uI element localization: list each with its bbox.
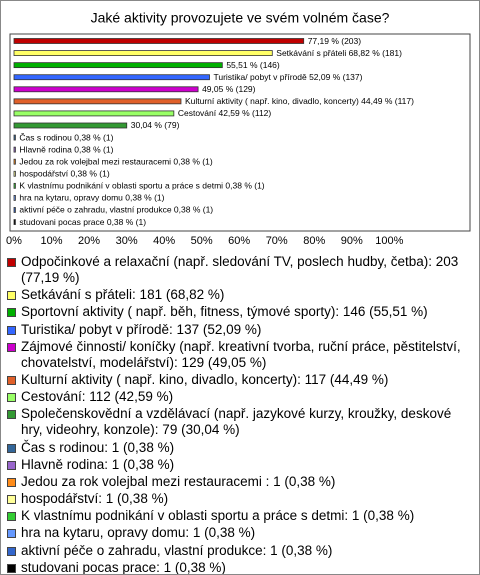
bar [13,98,182,105]
legend-item: Turistika/ pobyt v přírodě: 137 (52,09 %… [7,322,469,338]
bar [13,86,199,93]
bar [13,170,16,177]
legend-label: Hlavně rodina: 1 (0,38 %) [21,456,175,472]
legend-item: Kulturní aktivity ( např. kino, divadlo,… [7,372,469,388]
data-label: studovani pocas prace 0,38 % (1) [19,217,146,227]
bar [13,146,16,153]
bar [13,110,175,117]
bar [13,62,223,69]
chart: Jaké aktivity provozujete ve svém volném… [6,10,471,247]
legend-swatch [7,529,16,539]
x-tick-label: 100% [375,235,403,247]
legend-label: studovani pocas prace: 1 (0,38 %) [21,559,226,575]
legend-item: Sportovní aktivity ( např. běh, fitness,… [7,304,469,320]
legend-item: Společenskovědní a vzdělávací (např. jaz… [7,406,469,438]
data-label: 77,19 % (203) [308,36,362,46]
legend-label: hra na kytaru, opravy domu: 1 (0,38 %) [21,525,256,541]
bar [13,38,305,44]
data-label: Setkávání s přáteli 68,82 % (181) [276,48,402,58]
plot-frame [9,33,471,232]
data-label: K vlastnímu podnikání v oblasti sportu a… [19,181,264,191]
legend-swatch [7,460,16,470]
legend-item: aktivní péče o zahradu, vlastní produkce… [7,543,469,559]
x-tick-label: 50% [191,235,213,247]
legend-swatch [7,291,16,301]
data-label: Cestování 42,59 % (112) [178,108,272,118]
legend-swatch [7,546,16,556]
legend-label: aktivní péče o zahradu, vlastní produkce… [21,542,333,558]
x-tick-label: 20% [78,235,100,247]
x-tick-label: 30% [116,235,138,247]
data-label: Turistika/ pobyt v přírodě 52,09 % (137) [213,72,362,82]
legend-swatch [7,325,16,335]
data-label: Kulturní aktivity ( např. kino, divadlo,… [185,96,414,106]
bar [13,134,16,141]
legend-item: hra na kytaru, opravy domu: 1 (0,38 %) [7,525,469,541]
data-label: hra na kytaru, opravy domu 0,38 % (1) [19,193,164,203]
legend-label: Sportovní aktivity ( např. běh, fitness,… [21,304,428,320]
legend-swatch [7,342,16,352]
legend-item: Cestování: 112 (42,59 %) [7,389,469,405]
legend-swatch [7,443,16,453]
legend-swatch [7,477,16,487]
legend-label: Turistika/ pobyt v přírodě: 137 (52,09 %… [21,321,262,337]
legend-label: Čas s rodinou: 1 (0,38 %) [21,439,175,455]
legend-swatch [7,495,16,505]
legend-label: K vlastnímu podnikání v oblasti sportu a… [21,508,415,524]
bar [13,50,273,56]
bar [13,182,16,189]
x-tick-label: 60% [228,235,250,247]
x-tick-label: 80% [303,235,325,247]
data-label: Čas s rodinou 0,38 % (1) [19,132,113,142]
legend-item: Hlavně rodina: 1 (0,38 %) [7,457,469,473]
legend-swatch [7,410,16,420]
data-label: 55,51 % (146) [226,60,280,70]
legend-item: Zájmové činnosti/ koníčky (např. kreativ… [7,339,469,371]
legend-label: Kulturní aktivity ( např. kino, divadlo,… [21,371,389,387]
bar [13,158,16,165]
data-label: hospodářství 0,38 % (1) [19,169,109,179]
bar [13,219,16,225]
legend-swatch [7,512,16,522]
bar [13,207,16,213]
legend-item: Setkávání s přáteli: 181 (68,82 %) [7,287,469,303]
chart-title: Jaké aktivity provozujete ve svém volném… [91,10,390,26]
legend-label: Cestování: 112 (42,59 %) [21,389,174,405]
legend-item: Jedou za rok volejbal mezi restauracemi … [7,474,469,490]
legend-label: hospodářství: 1 (0,38 %) [21,491,169,507]
legend-swatch [7,393,16,403]
legend-swatch [7,258,16,267]
legend-swatch [7,563,16,573]
legend-item: K vlastnímu podnikání v oblasti sportu a… [7,508,469,524]
legend-label: Zájmové činnosti/ koníčky (např. kreativ… [21,338,461,370]
x-tick-label: 70% [266,235,288,247]
legend-label: Odpočinkové a relaxační (např. sledování… [21,254,459,285]
legend-item: hospodářství: 1 (0,38 %) [7,491,469,507]
legend-swatch [7,308,16,318]
x-tick-label: 10% [41,235,63,247]
data-label: 30,04 % (79) [131,120,180,130]
x-tick-label: 90% [341,235,363,247]
bar [13,122,128,129]
legend-label: Setkávání s přáteli: 181 (68,82 %) [21,287,225,303]
legend-swatch [7,375,16,385]
data-label: Jedou za rok volejbal mezi restauracemi … [19,156,212,166]
legend-label: Jedou za rok volejbal mezi restauracemi … [21,473,336,489]
bar [13,74,210,81]
legend-label: Společenskovědní a vzdělávací (např. jaz… [21,406,452,438]
legend-item: Odpočinkové a relaxační (např. sledování… [7,254,469,286]
data-label: Hlavně rodina 0,38 % (1) [19,144,113,154]
x-tick-label: 40% [153,235,175,247]
legend: Odpočinkové a relaxační (např. sledování… [7,254,469,575]
x-tick-label: 0% [6,235,22,247]
data-label: 49,05 % (129) [202,84,256,94]
data-label: aktivní péče o zahradu, vlastní produkce… [19,205,213,215]
legend-item: studovani pocas prace: 1 (0,38 %) [7,559,469,575]
bar [13,195,16,201]
legend-item: Čas s rodinou: 1 (0,38 %) [7,440,469,456]
